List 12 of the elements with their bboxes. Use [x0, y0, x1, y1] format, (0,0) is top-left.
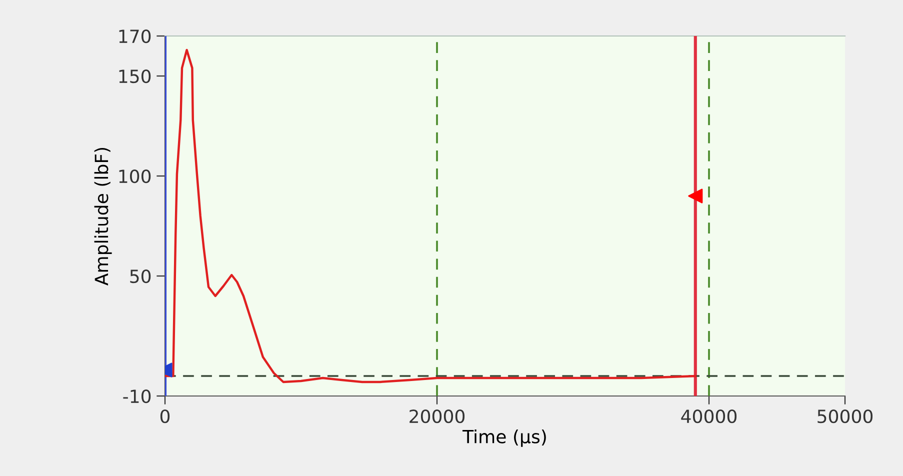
y-tick-label: 150 — [119, 69, 151, 84]
y-axis-title: Amplitude (lbF) — [94, 148, 112, 286]
y-tick-label: 100 — [119, 169, 151, 184]
x-axis-title: Time (µs) — [462, 429, 546, 447]
x-tick-label: 0 — [160, 410, 170, 424]
y-tick-label: 50 — [130, 269, 151, 284]
line-series — [165, 48, 697, 384]
y-tick-label: 170 — [119, 29, 151, 44]
y-tick-label: -10 — [123, 389, 151, 404]
x-tick-label: 40000 — [681, 410, 737, 424]
x-tick-label: 50000 — [818, 410, 873, 424]
x-tick-label: 20000 — [410, 410, 465, 424]
